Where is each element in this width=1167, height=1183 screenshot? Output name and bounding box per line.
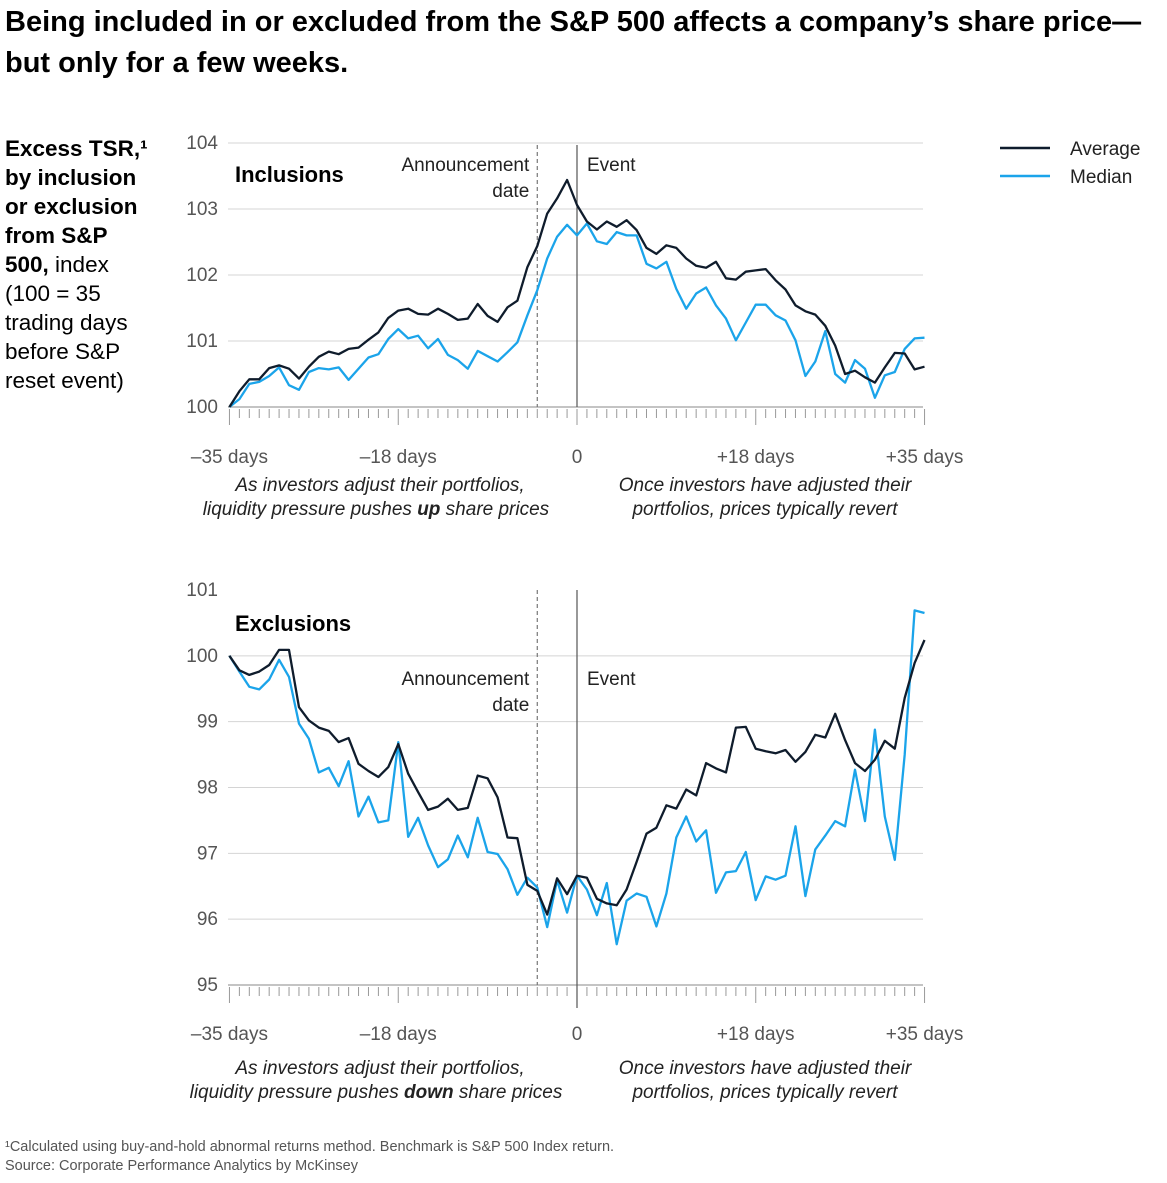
- annotation-left-line2: liquidity pressure pushes down share pri…: [190, 1082, 563, 1103]
- annotation-right-line2: portfolios, prices typically revert: [631, 1082, 898, 1103]
- announcement-date-label: Announcement: [401, 155, 530, 176]
- event-label: Event: [587, 669, 636, 690]
- x-tick-label: –35 days: [191, 1024, 268, 1045]
- annotation-left-text: liquidity pressure pushes: [190, 1082, 404, 1103]
- y-axis-label: Excess TSR,¹ by inclusion or exclusion f…: [5, 134, 153, 395]
- x-tick-label: –18 days: [360, 447, 437, 468]
- annotation-left-line1: As investors adjust their portfolios,: [234, 475, 524, 496]
- legend-label-average: Average: [1070, 139, 1140, 160]
- announcement-date-label: date: [492, 695, 529, 716]
- footnote: ¹Calculated using buy-and-hold abnormal …: [5, 1138, 614, 1176]
- announcement-date-label: date: [492, 181, 529, 202]
- y-tick-label: 102: [186, 265, 218, 286]
- y-tick-label: 101: [186, 580, 218, 601]
- x-tick-label: –18 days: [360, 1024, 437, 1045]
- y-tick-label: 95: [197, 975, 218, 996]
- annotation-left-line1: As investors adjust their portfolios,: [234, 1058, 524, 1079]
- x-tick-label: +35 days: [886, 447, 964, 468]
- y-tick-label: 99: [197, 712, 218, 733]
- annotation-right-line1: Once investors have adjusted their: [619, 475, 912, 496]
- x-tick-label: 0: [572, 1024, 583, 1045]
- annotation-left-emphasis: down: [404, 1082, 454, 1103]
- y-tick-label: 104: [186, 133, 218, 154]
- x-tick-label: –35 days: [191, 447, 268, 468]
- annotation-left-emphasis: up: [417, 499, 440, 520]
- annotation-left-text: share prices: [454, 1082, 563, 1103]
- exclusions-chart: 95 96 97 98 99 100 101 –35 days –18 days 0 +18 day…: [186, 580, 963, 1103]
- y-tick-label: 103: [186, 199, 218, 220]
- annotation-right-line1: Once investors have adjusted their: [619, 1058, 912, 1079]
- panel-title: Exclusions: [235, 611, 351, 636]
- y-tick-label: 96: [197, 909, 218, 930]
- series-line-average: [228, 639, 926, 916]
- x-tick-label: +35 days: [886, 1024, 964, 1045]
- y-axis-label-normal: index (100 = 35 trading days before S&P …: [5, 252, 128, 393]
- inclusions-chart: 100 101 102 103 104 –35 days –18 days 0 +18 days…: [186, 133, 963, 520]
- x-tick-label: +18 days: [717, 447, 795, 468]
- announcement-date-label: Announcement: [401, 669, 530, 690]
- x-tick-label: +18 days: [717, 1024, 795, 1045]
- y-axis-label-bold: Excess TSR,¹ by inclusion or exclusion f…: [5, 136, 148, 277]
- x-tick-label: 0: [572, 447, 583, 468]
- annotation-right-line2: portfolios, prices typically revert: [631, 499, 898, 520]
- legend-label-median: Median: [1070, 167, 1132, 188]
- panel-title: Inclusions: [235, 162, 344, 187]
- series-line-median: [228, 222, 925, 408]
- y-tick-label: 100: [186, 646, 218, 667]
- legend: Average Median: [1000, 139, 1140, 188]
- y-tick-label: 101: [186, 331, 218, 352]
- series-line-average: [228, 178, 925, 408]
- chart-title: Being included in or excluded from the S…: [5, 6, 1142, 79]
- annotation-left-text: share prices: [440, 499, 549, 520]
- footnote-note: ¹Calculated using buy-and-hold abnormal …: [5, 1139, 615, 1155]
- annotation-left-line2: liquidity pressure pushes up share price…: [203, 499, 550, 520]
- y-tick-label: 97: [197, 843, 218, 864]
- event-label: Event: [587, 155, 636, 176]
- y-tick-label: 100: [186, 397, 218, 418]
- footnote-source: Source: Corporate Performance Analytics …: [5, 1158, 358, 1174]
- y-tick-label: 98: [197, 778, 218, 799]
- annotation-left-text: liquidity pressure pushes: [203, 499, 417, 520]
